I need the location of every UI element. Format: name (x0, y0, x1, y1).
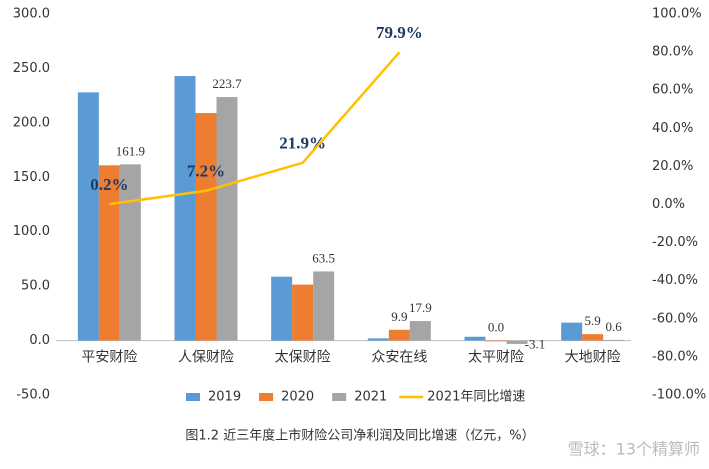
y2-tick-label: 100.0% (652, 7, 702, 22)
y-tick-label: 200.0 (13, 115, 50, 130)
legend-swatch (259, 393, 274, 401)
y2-tick-label: -40.0% (652, 273, 698, 288)
bar (409, 321, 431, 341)
data-label: 0.0 (488, 320, 504, 335)
bar (464, 336, 486, 341)
bar (98, 165, 120, 341)
y2-tick-label: -60.0% (652, 311, 698, 326)
x-tick-label: 众安在线 (371, 350, 427, 366)
bar (603, 339, 625, 341)
chart-title: 图1.2 近三年度上市财险公司净利润及同比增速（亿元，%） (185, 428, 534, 444)
legend-swatch (186, 393, 200, 401)
bar (388, 329, 410, 341)
y2-tick-label: 80.0% (652, 45, 693, 60)
legend-label: 2020 (281, 390, 314, 405)
data-label: 17.9 (409, 300, 432, 315)
bar (174, 76, 196, 341)
y2-tick-label: 60.0% (652, 83, 693, 98)
data-label: 223.7 (212, 76, 242, 91)
bar (216, 97, 238, 341)
bar (506, 340, 528, 344)
bar (582, 334, 604, 341)
y2-tick-label: -20.0% (652, 235, 698, 250)
y-tick-label: 250.0 (13, 61, 50, 76)
bar (119, 164, 141, 341)
legend-label: 2019 (208, 390, 241, 405)
x-tick-label: 太保财险 (275, 350, 331, 366)
data-label: 5.9 (585, 313, 601, 328)
y-tick-label: 150.0 (13, 170, 50, 185)
y2-tick-label: -80.0% (652, 349, 698, 364)
data-label: -3.1 (525, 337, 546, 352)
y-tick-label: 50.0 (21, 279, 50, 294)
line-label: 7.2% (187, 162, 225, 181)
x-tick-label: 大地财险 (565, 350, 621, 366)
legend-swatch (332, 393, 347, 401)
bar (367, 338, 389, 341)
data-label: 63.5 (312, 250, 335, 265)
bar (77, 92, 99, 341)
line-label: 0.2% (90, 175, 128, 194)
legend-label: 2021年同比增速 (427, 390, 525, 405)
data-label: 0.6 (606, 319, 623, 334)
data-label: 9.9 (391, 309, 407, 324)
x-tick-label: 人保财险 (178, 350, 234, 366)
x-tick-label: 平安财险 (81, 350, 137, 366)
y-tick-label: -50.0 (16, 388, 50, 403)
y-tick-label: 0.0 (29, 333, 50, 348)
bar (485, 340, 507, 342)
bar (195, 113, 217, 341)
y2-tick-label: 20.0% (652, 159, 693, 174)
data-label: 161.9 (116, 143, 145, 158)
y2-tick-label: 0.0% (652, 197, 685, 212)
y2-tick-label: 40.0% (652, 121, 693, 136)
bar (292, 284, 314, 341)
line (109, 51, 401, 206)
line-label: 79.9% (376, 23, 423, 42)
legend-label: 2021 (354, 390, 387, 405)
bar (313, 271, 335, 341)
x-tick-label: 太平财险 (468, 350, 524, 366)
y-tick-label: 300.0 (13, 7, 50, 22)
bar (271, 276, 293, 341)
y-tick-label: 100.0 (13, 224, 50, 239)
bar (561, 322, 583, 341)
y2-tick-label: -100.0% (652, 388, 706, 403)
watermark: 雪球：13个精算师 (568, 440, 700, 459)
